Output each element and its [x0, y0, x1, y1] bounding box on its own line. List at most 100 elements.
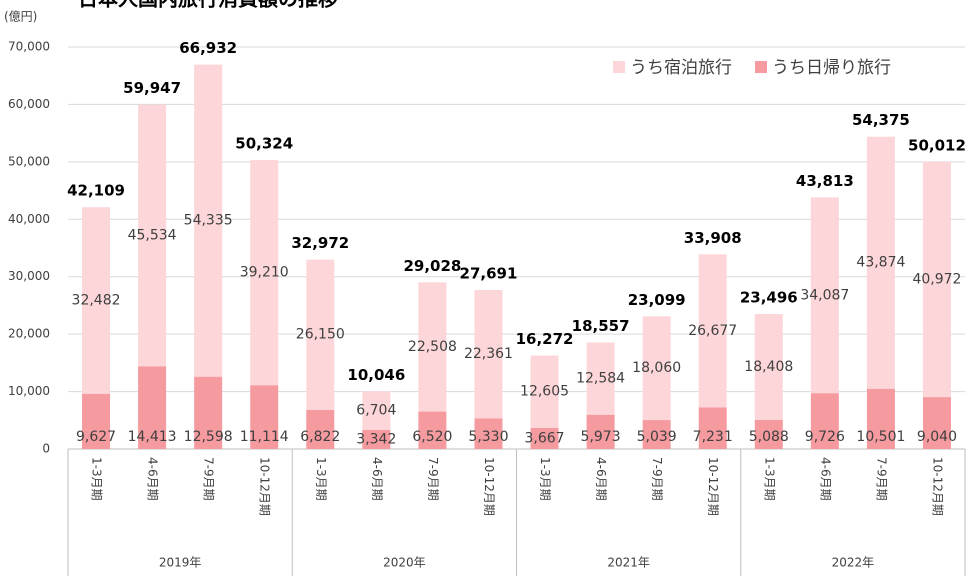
bar-segment [250, 159, 279, 386]
bar-segment [138, 366, 167, 449]
bar-segment [922, 397, 951, 449]
total-label: 33,908 [684, 229, 742, 247]
bar-segment [810, 197, 839, 394]
group-label: 2022年 [832, 556, 875, 570]
data-label: 40,972 [912, 271, 961, 287]
bar-segment [82, 207, 111, 394]
bar-segment [194, 64, 223, 377]
data-label: 6,822 [300, 429, 340, 445]
bar-segment [698, 407, 727, 449]
total-label: 23,099 [628, 291, 686, 309]
group-label: 2021年 [607, 556, 650, 570]
data-label: 5,039 [637, 429, 677, 445]
data-label: 22,361 [464, 346, 513, 362]
data-label: 26,677 [688, 323, 737, 339]
data-label: 10,501 [856, 429, 905, 445]
y-tick-label: 0 [42, 442, 50, 456]
data-label: 12,605 [520, 384, 569, 400]
y-tick-label: 40,000 [8, 212, 50, 226]
y-tick-label: 10,000 [8, 384, 50, 398]
data-label: 26,150 [296, 327, 345, 343]
x-tick-label: 4-6月期 [594, 457, 608, 501]
y-tick-label: 30,000 [8, 269, 50, 283]
total-label: 59,947 [123, 79, 181, 97]
data-label: 39,210 [240, 265, 289, 281]
total-label: 23,496 [740, 289, 798, 307]
y-unit: (億円) [4, 10, 37, 24]
data-label: 5,088 [749, 429, 789, 445]
x-tick-label: 4-6月期 [818, 457, 832, 501]
x-tick-label: 10-12月期 [930, 457, 944, 516]
bar-segment [810, 393, 839, 449]
y-tick-label: 60,000 [8, 97, 50, 111]
total-label: 16,272 [516, 330, 574, 348]
bar-segment [642, 316, 671, 421]
x-tick-label: 7-9月期 [650, 457, 664, 501]
x-tick-label: 10-12月期 [706, 457, 720, 516]
x-tick-label: 7-9月期 [426, 457, 440, 501]
total-label: 18,557 [572, 317, 630, 335]
bar-segment [138, 104, 167, 367]
legend-label: うち宿泊旅行 [630, 58, 732, 78]
bar-segment [922, 161, 951, 398]
bar-segment [306, 409, 335, 449]
chart-title: 日本人国内旅行消費額の推移 [78, 0, 338, 11]
data-label: 11,114 [240, 429, 289, 445]
data-label: 6,704 [356, 403, 396, 419]
total-label: 27,691 [460, 264, 518, 282]
data-label: 3,667 [524, 430, 564, 446]
bar-segment [698, 254, 727, 408]
y-tick-label: 20,000 [8, 327, 50, 341]
data-label: 14,413 [128, 429, 177, 445]
bar-segment [250, 385, 279, 449]
data-label: 34,087 [800, 287, 849, 303]
bar-segment [530, 427, 559, 449]
total-label: 29,028 [403, 257, 461, 275]
data-label: 9,726 [805, 429, 845, 445]
bar-segment [642, 420, 671, 449]
data-label: 6,520 [412, 429, 452, 445]
data-label: 32,482 [72, 292, 121, 308]
bar-segment [362, 391, 391, 430]
total-label: 54,375 [852, 111, 910, 129]
x-tick-label: 10-12月期 [258, 457, 272, 516]
total-label: 43,813 [796, 172, 854, 190]
bar-segment [866, 388, 895, 449]
bar-segment [418, 411, 447, 449]
data-label: 45,534 [128, 227, 177, 243]
x-tick-label: 1-3月期 [314, 457, 328, 501]
total-label: 10,046 [347, 366, 405, 384]
x-tick-label: 10-12月期 [482, 457, 496, 516]
total-label: 42,109 [67, 182, 125, 200]
group-label: 2019年 [159, 556, 202, 570]
x-tick-label: 1-3月期 [90, 457, 104, 501]
legend-swatch [613, 61, 625, 73]
bar-segment [194, 376, 223, 449]
bar-segment [362, 429, 391, 449]
total-label: 32,972 [291, 234, 349, 252]
x-tick-label: 1-3月期 [762, 457, 776, 501]
bar-segment [306, 259, 335, 410]
x-tick-label: 7-9月期 [202, 457, 216, 501]
group-label: 2020年 [383, 556, 426, 570]
bar-segment [586, 414, 615, 449]
data-label: 9,040 [917, 429, 957, 445]
bar-segment [866, 136, 895, 389]
data-label: 9,627 [76, 429, 116, 445]
x-tick-label: 7-9月期 [874, 457, 888, 501]
x-tick-label: 1-3月期 [538, 457, 552, 501]
data-label: 7,231 [693, 429, 733, 445]
bar-segment [530, 355, 559, 428]
legend-swatch [755, 61, 767, 73]
data-label: 5,973 [581, 429, 621, 445]
total-label: 50,012 [908, 136, 966, 154]
bar-segment [418, 282, 447, 412]
y-tick-label: 50,000 [8, 154, 50, 168]
data-label: 22,508 [408, 339, 457, 355]
bar-segment [754, 314, 783, 420]
data-label: 3,342 [356, 431, 396, 447]
data-label: 12,584 [576, 371, 625, 387]
bar-segment [754, 419, 783, 449]
data-label: 18,408 [744, 359, 793, 375]
